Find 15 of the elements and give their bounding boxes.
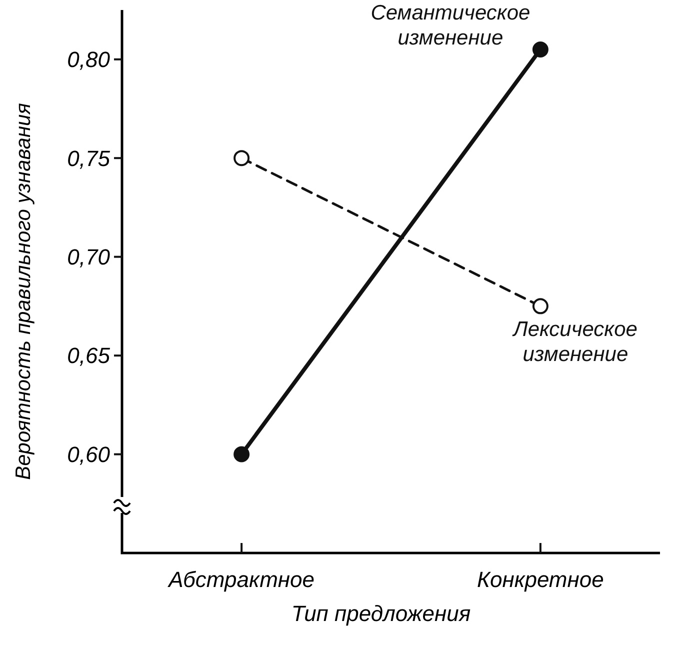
series-label: Лексическое изменение [511,318,638,366]
point [532,298,548,314]
series-label: Семантическое изменение [370,1,530,50]
point [234,446,250,462]
y-axis-title: Вероятность правильного узнавания [12,103,35,480]
x-tick-label: Конкретное [477,567,604,592]
x-axis-title: Тип предложения [291,601,471,626]
y-tick-label: 0,75 [67,146,111,171]
y-tick-label: 0,65 [67,343,111,368]
point [234,150,250,166]
y-tick-label: 0,70 [67,244,111,270]
x-tick-label: Абстрактное [166,567,314,592]
y-tick-label: 0,80 [67,47,111,72]
y-tick-label: 0,60 [67,442,111,467]
point [532,41,548,58]
